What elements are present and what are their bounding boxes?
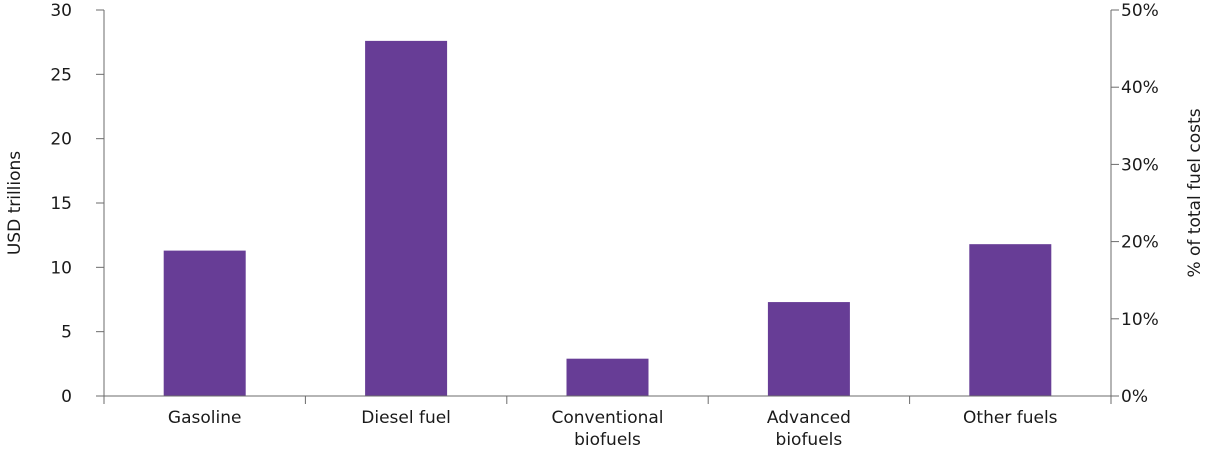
bar xyxy=(163,250,246,396)
y2-axis-title: % of total fuel costs xyxy=(1185,108,1205,277)
left-tick-label: 20 xyxy=(50,130,72,150)
bar xyxy=(969,244,1052,396)
category-label: Conventional xyxy=(551,408,663,428)
category-label: biofuels xyxy=(776,430,843,450)
right-tick-label: 40% xyxy=(1121,78,1159,98)
right-tick-label: 0% xyxy=(1121,387,1148,407)
left-tick-label: 0 xyxy=(61,387,72,407)
right-axis-ticks: 0% 10% 20% 30% 40% 50% xyxy=(1111,1,1159,407)
right-tick-label: 10% xyxy=(1121,310,1159,330)
y-axis-title: USD trillions xyxy=(5,151,25,255)
left-tick-label: 30 xyxy=(50,1,72,21)
left-tick-label: 25 xyxy=(50,65,72,85)
left-tick-label: 15 xyxy=(50,194,72,214)
category-labels: Gasoline Diesel fuel ConventionalbiofuelsA… xyxy=(103,396,1112,450)
left-tick-label: 10 xyxy=(50,258,72,278)
category-label: Other fuels xyxy=(963,408,1058,428)
category-label: Gasoline xyxy=(168,408,242,428)
left-axis-ticks: 0 5 10 15 20 25 30 xyxy=(50,1,104,407)
category-label: Advanced xyxy=(767,408,851,428)
right-tick-label: 30% xyxy=(1121,155,1159,175)
left-tick-label: 5 xyxy=(61,323,72,343)
right-tick-label: 20% xyxy=(1121,233,1159,253)
bar xyxy=(767,302,850,396)
bars xyxy=(163,40,1052,396)
category-label: Diesel fuel xyxy=(361,408,451,428)
bar xyxy=(365,40,448,396)
right-tick-label: 50% xyxy=(1121,1,1159,21)
bar xyxy=(566,358,649,396)
category-label: biofuels xyxy=(574,430,641,450)
